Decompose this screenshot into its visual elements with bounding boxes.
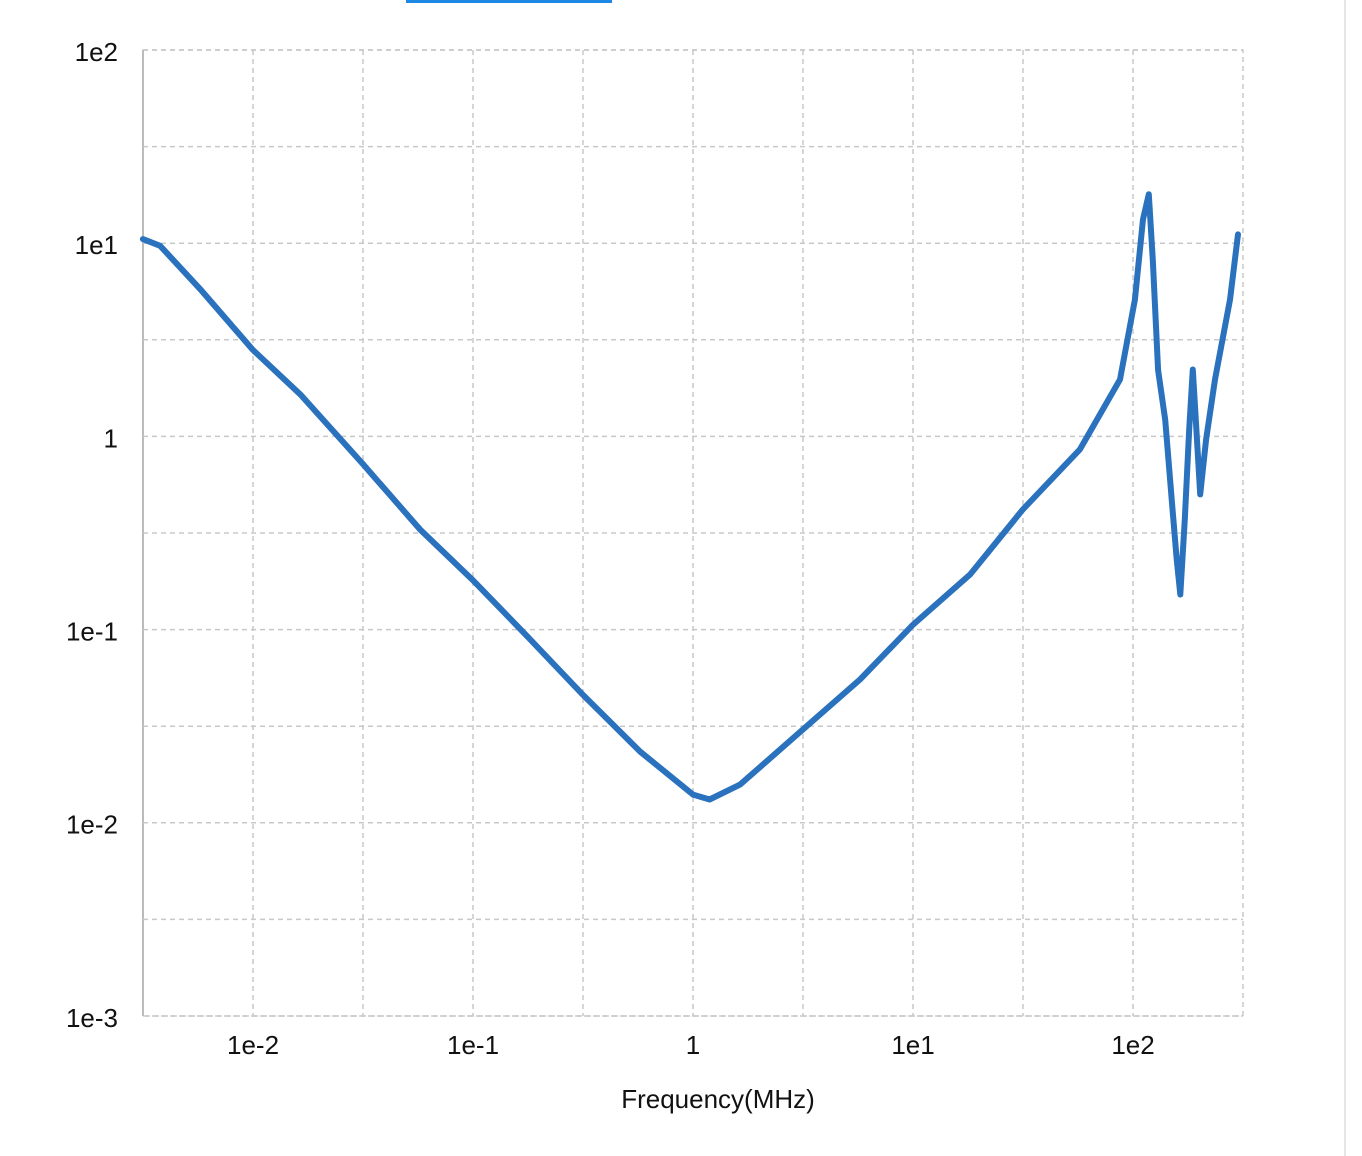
y-tick-label: 1e1 xyxy=(75,230,118,260)
x-tick-label: 1e1 xyxy=(891,1030,934,1060)
data-line xyxy=(139,191,1241,803)
y-tick-label: 1e-2 xyxy=(66,810,118,840)
y-tick-label: 1 xyxy=(104,423,118,453)
y-tick-label: 1e2 xyxy=(75,37,118,67)
y-tick-label: 1e-1 xyxy=(66,616,118,646)
x-tick-label: 1e-1 xyxy=(447,1030,499,1060)
x-tick-label: 1 xyxy=(686,1030,700,1060)
x-axis-label: Frequency(MHz) xyxy=(621,1084,815,1114)
y-tick-label: 1e-3 xyxy=(66,1003,118,1033)
x-tick-label: 1e-2 xyxy=(227,1030,279,1060)
top-tab-indicator xyxy=(406,0,612,3)
x-tick-label: 1e2 xyxy=(1111,1030,1154,1060)
